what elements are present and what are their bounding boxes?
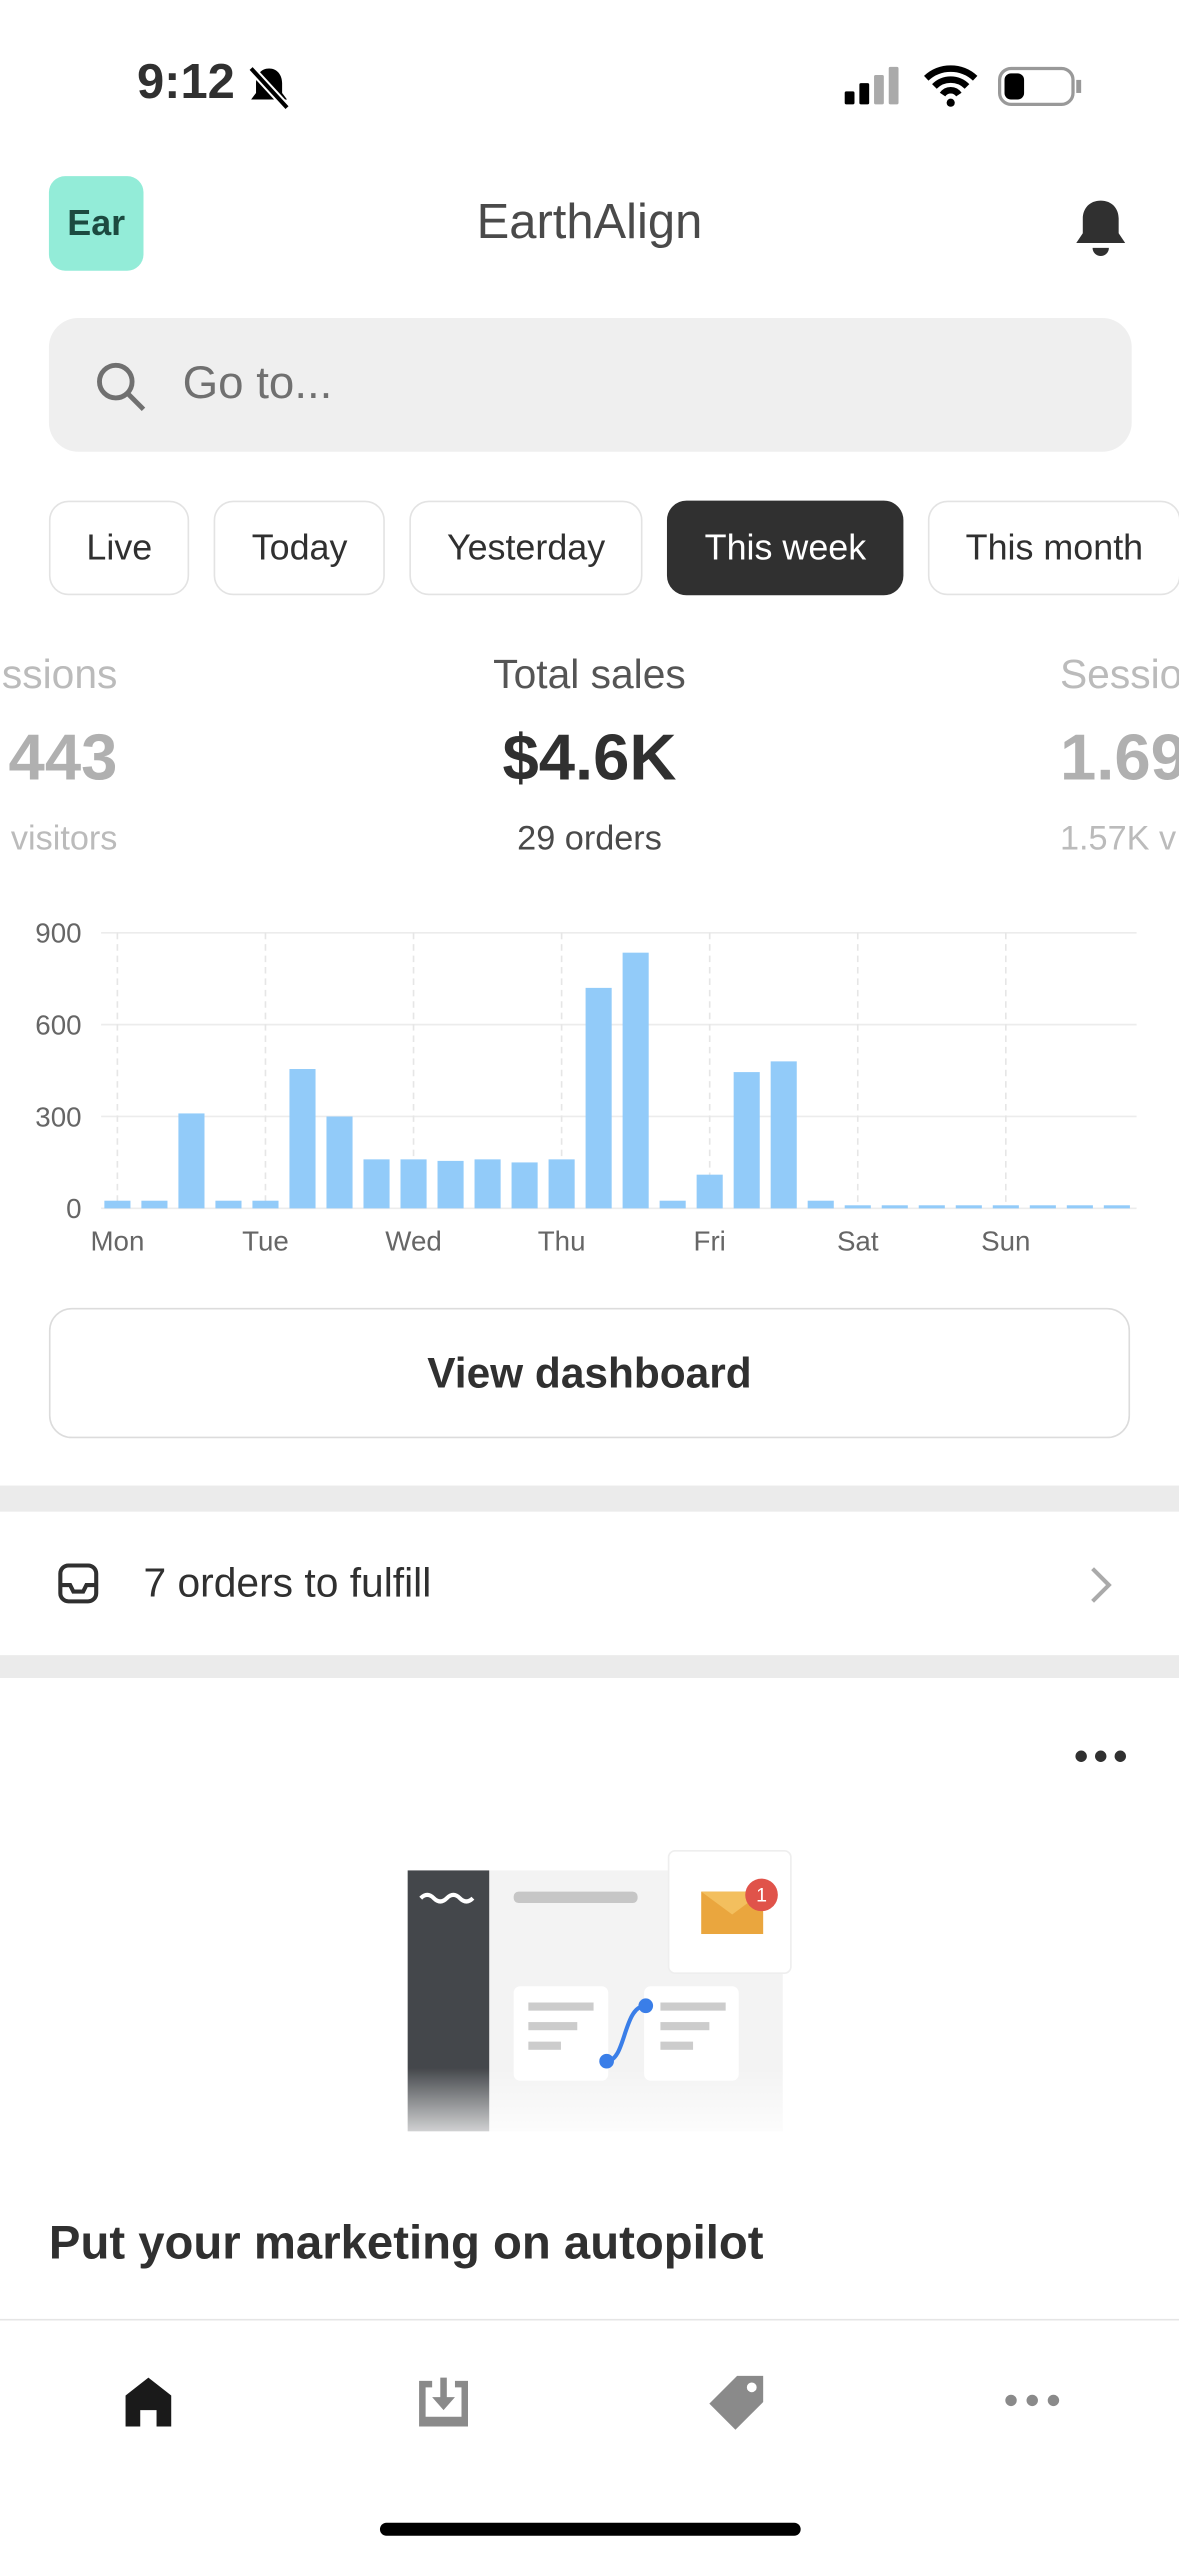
marketing-illustration: 1 — [391, 1850, 816, 2153]
x-tick-label: Wed — [385, 1226, 441, 1257]
marketing-title: Put your marketing on autopilot — [48, 2217, 764, 2270]
divider — [0, 1655, 1179, 1678]
metric-label: ssions — [1, 652, 118, 698]
tab-bar — [0, 2318, 1179, 2556]
x-tick-label: Mon — [90, 1226, 144, 1257]
bar — [733, 1072, 760, 1209]
bar — [289, 1069, 316, 1209]
y-tick-label: 600 — [35, 1009, 81, 1040]
x-tick-label: Sat — [837, 1226, 879, 1257]
metric-value: 1.69 — [1059, 722, 1179, 795]
x-tick-label: Tue — [242, 1226, 289, 1257]
search-bar[interactable]: Go to... — [48, 317, 1132, 452]
inbox-icon — [58, 1563, 99, 1604]
bar — [955, 1205, 982, 1209]
bar — [807, 1200, 834, 1209]
view-dashboard-button[interactable]: View dashboard — [48, 1307, 1131, 1439]
divider — [0, 1485, 1179, 1512]
date-tab[interactable]: Yesterday — [409, 500, 643, 596]
x-tick-label: Thu — [538, 1226, 586, 1257]
date-tab[interactable]: Live — [48, 500, 190, 596]
bar — [548, 1159, 575, 1209]
bar — [1066, 1205, 1093, 1209]
bar — [437, 1160, 464, 1209]
metric-value: $4.6K — [502, 722, 677, 795]
y-tick-label: 0 — [66, 1193, 81, 1224]
bar — [252, 1200, 279, 1209]
bar — [215, 1200, 242, 1209]
more-tab[interactable] — [1001, 2389, 1063, 2412]
bar — [400, 1159, 427, 1209]
avatar[interactable]: Ear — [48, 176, 144, 271]
bar — [363, 1159, 390, 1209]
bar — [1103, 1205, 1130, 1209]
bar — [104, 1200, 131, 1209]
bar — [770, 1061, 797, 1209]
y-tick-label: 300 — [35, 1101, 81, 1132]
bell-icon[interactable] — [1073, 196, 1128, 261]
orders-text: 7 orders to fulfill — [143, 1560, 432, 1607]
metric-sub: 1.57K v — [1059, 820, 1177, 858]
search-placeholder: Go to... — [182, 357, 333, 408]
date-tab[interactable]: This week — [667, 500, 904, 596]
search-icon — [97, 362, 146, 412]
bar — [326, 1116, 353, 1209]
metric-sub: visitors — [10, 820, 118, 858]
metric-sub: 29 orders — [517, 820, 662, 858]
sales-chart: 0 300 600 900 Mon Tue Wed Thu Fri Sat Sun — [35, 918, 1137, 1257]
date-tabs: Live Today Yesterday This week This month — [48, 500, 1179, 596]
bar — [696, 1174, 723, 1209]
status-icons — [844, 65, 1082, 107]
bar — [585, 987, 612, 1209]
orders-tab[interactable] — [414, 2373, 473, 2432]
app-title: EarthAlign — [476, 195, 703, 250]
status-time: 9:12 — [136, 55, 235, 110]
bar — [178, 1113, 205, 1209]
metric-label: Total sales — [493, 652, 686, 698]
bar — [881, 1205, 908, 1209]
home-tab[interactable] — [121, 2374, 176, 2429]
bar — [511, 1162, 538, 1209]
date-tab[interactable]: Today — [214, 500, 385, 596]
bar — [141, 1200, 168, 1209]
date-tab[interactable]: This month — [928, 500, 1179, 596]
bar — [1029, 1205, 1056, 1209]
bar — [659, 1200, 686, 1209]
metric-label: Sessio — [1059, 652, 1179, 698]
mute-icon — [248, 65, 291, 111]
x-tick-label: Sun — [981, 1226, 1030, 1257]
bar — [844, 1205, 871, 1209]
metric-value: 443 — [8, 722, 118, 795]
bar — [622, 952, 649, 1209]
more-menu[interactable] — [1068, 1742, 1133, 1771]
bar — [992, 1205, 1019, 1209]
x-tick-label: Fri — [694, 1226, 726, 1257]
bar — [474, 1159, 501, 1209]
y-tick-label: 900 — [35, 918, 81, 949]
home-indicator — [379, 2522, 801, 2536]
orders-row[interactable]: 7 orders to fulfill — [0, 1512, 1179, 1656]
chevron — [1091, 1567, 1112, 1603]
bar — [918, 1205, 945, 1209]
products-tab[interactable] — [708, 2373, 770, 2432]
